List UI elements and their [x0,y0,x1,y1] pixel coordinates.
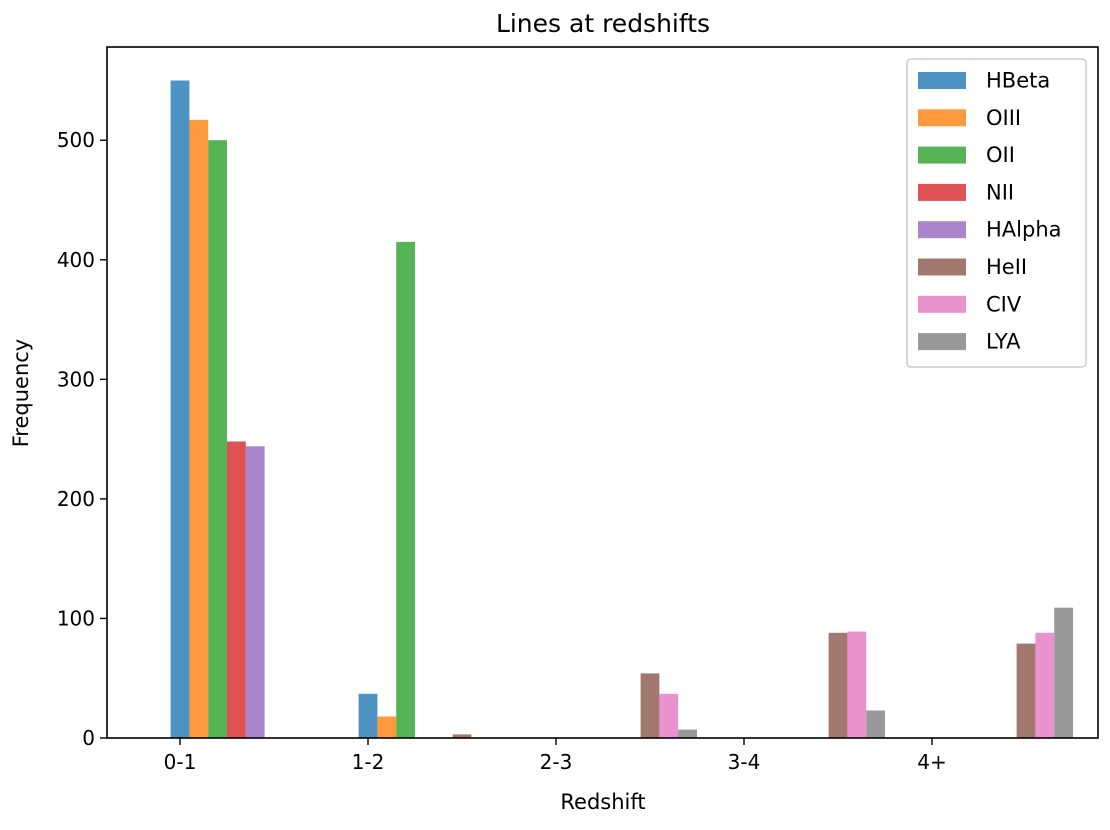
x-tick-label: 2-3 [540,750,573,774]
legend-label-oiii: OIII [986,106,1021,130]
bar-oii-1-2 [396,241,415,738]
bar-heii-2-3 [640,673,660,738]
y-tick-label: 300 [57,367,95,391]
bar-oiii-0-1 [189,119,209,738]
chart-title: Lines at redshifts [496,9,710,38]
x-axis: 0-1 1-2 2-3 3-4 4+ [164,738,947,774]
legend-label-hbeta: HBeta [986,69,1050,93]
x-axis-title: Redshift [560,790,645,814]
legend-swatch-nii [918,183,966,201]
legend-label-nii: NII [986,180,1014,204]
legend: HBeta OIII OII NII HAlpha HeII CIV LYA [906,58,1087,368]
bar-heii-1-2 [452,734,472,738]
legend-box [906,58,1087,368]
legend-swatch-civ [918,295,966,313]
legend-swatch-heii [918,258,966,276]
bar-lya-3-4 [866,710,885,738]
legend-label-oii: OII [986,143,1015,167]
legend-swatch-hbeta [918,72,966,89]
bar-civ-2-3 [659,693,679,738]
bar-lya-2-3 [678,729,697,738]
legend-swatch-oii [918,146,966,164]
legend-swatch-oiii [918,109,966,127]
legend-label-civ: CIV [986,292,1022,316]
bar-lya-4+ [1054,607,1073,738]
plot-frame [106,46,1099,739]
legend-label-lya: LYA [986,330,1021,354]
x-tick-label: 0-1 [164,750,197,774]
legend-label-halpha: HAlpha [986,218,1062,242]
y-axis: 0 100 200 300 400 500 [57,128,107,750]
bar-heii-4+ [1016,643,1036,738]
y-tick-label: 200 [57,487,95,511]
y-axis-title: Frequency [9,339,33,448]
bar-oiii-1-2 [377,716,397,738]
bar-civ-3-4 [847,631,867,738]
bar-halpha-0-1 [245,446,265,738]
x-tick-label: 3-4 [728,750,761,774]
bar-nii-0-1 [227,441,246,738]
y-tick-label: 500 [57,128,95,152]
x-tick-label: 4+ [917,750,946,774]
legend-label-heii: HeII [986,255,1027,279]
legend-swatch-halpha [918,221,966,239]
bar-civ-4+ [1035,632,1055,738]
bar-oii-0-1 [208,140,227,738]
bar-hbeta-0-1 [170,80,190,738]
y-tick-label: 400 [57,248,95,272]
legend-swatch-lya [918,333,966,351]
x-tick-label: 1-2 [352,750,385,774]
bar-heii-3-4 [828,632,848,738]
y-tick-label: 0 [82,726,95,750]
y-tick-label: 100 [57,606,95,630]
bar-hbeta-1-2 [358,693,378,738]
bars-layer [170,80,1073,738]
